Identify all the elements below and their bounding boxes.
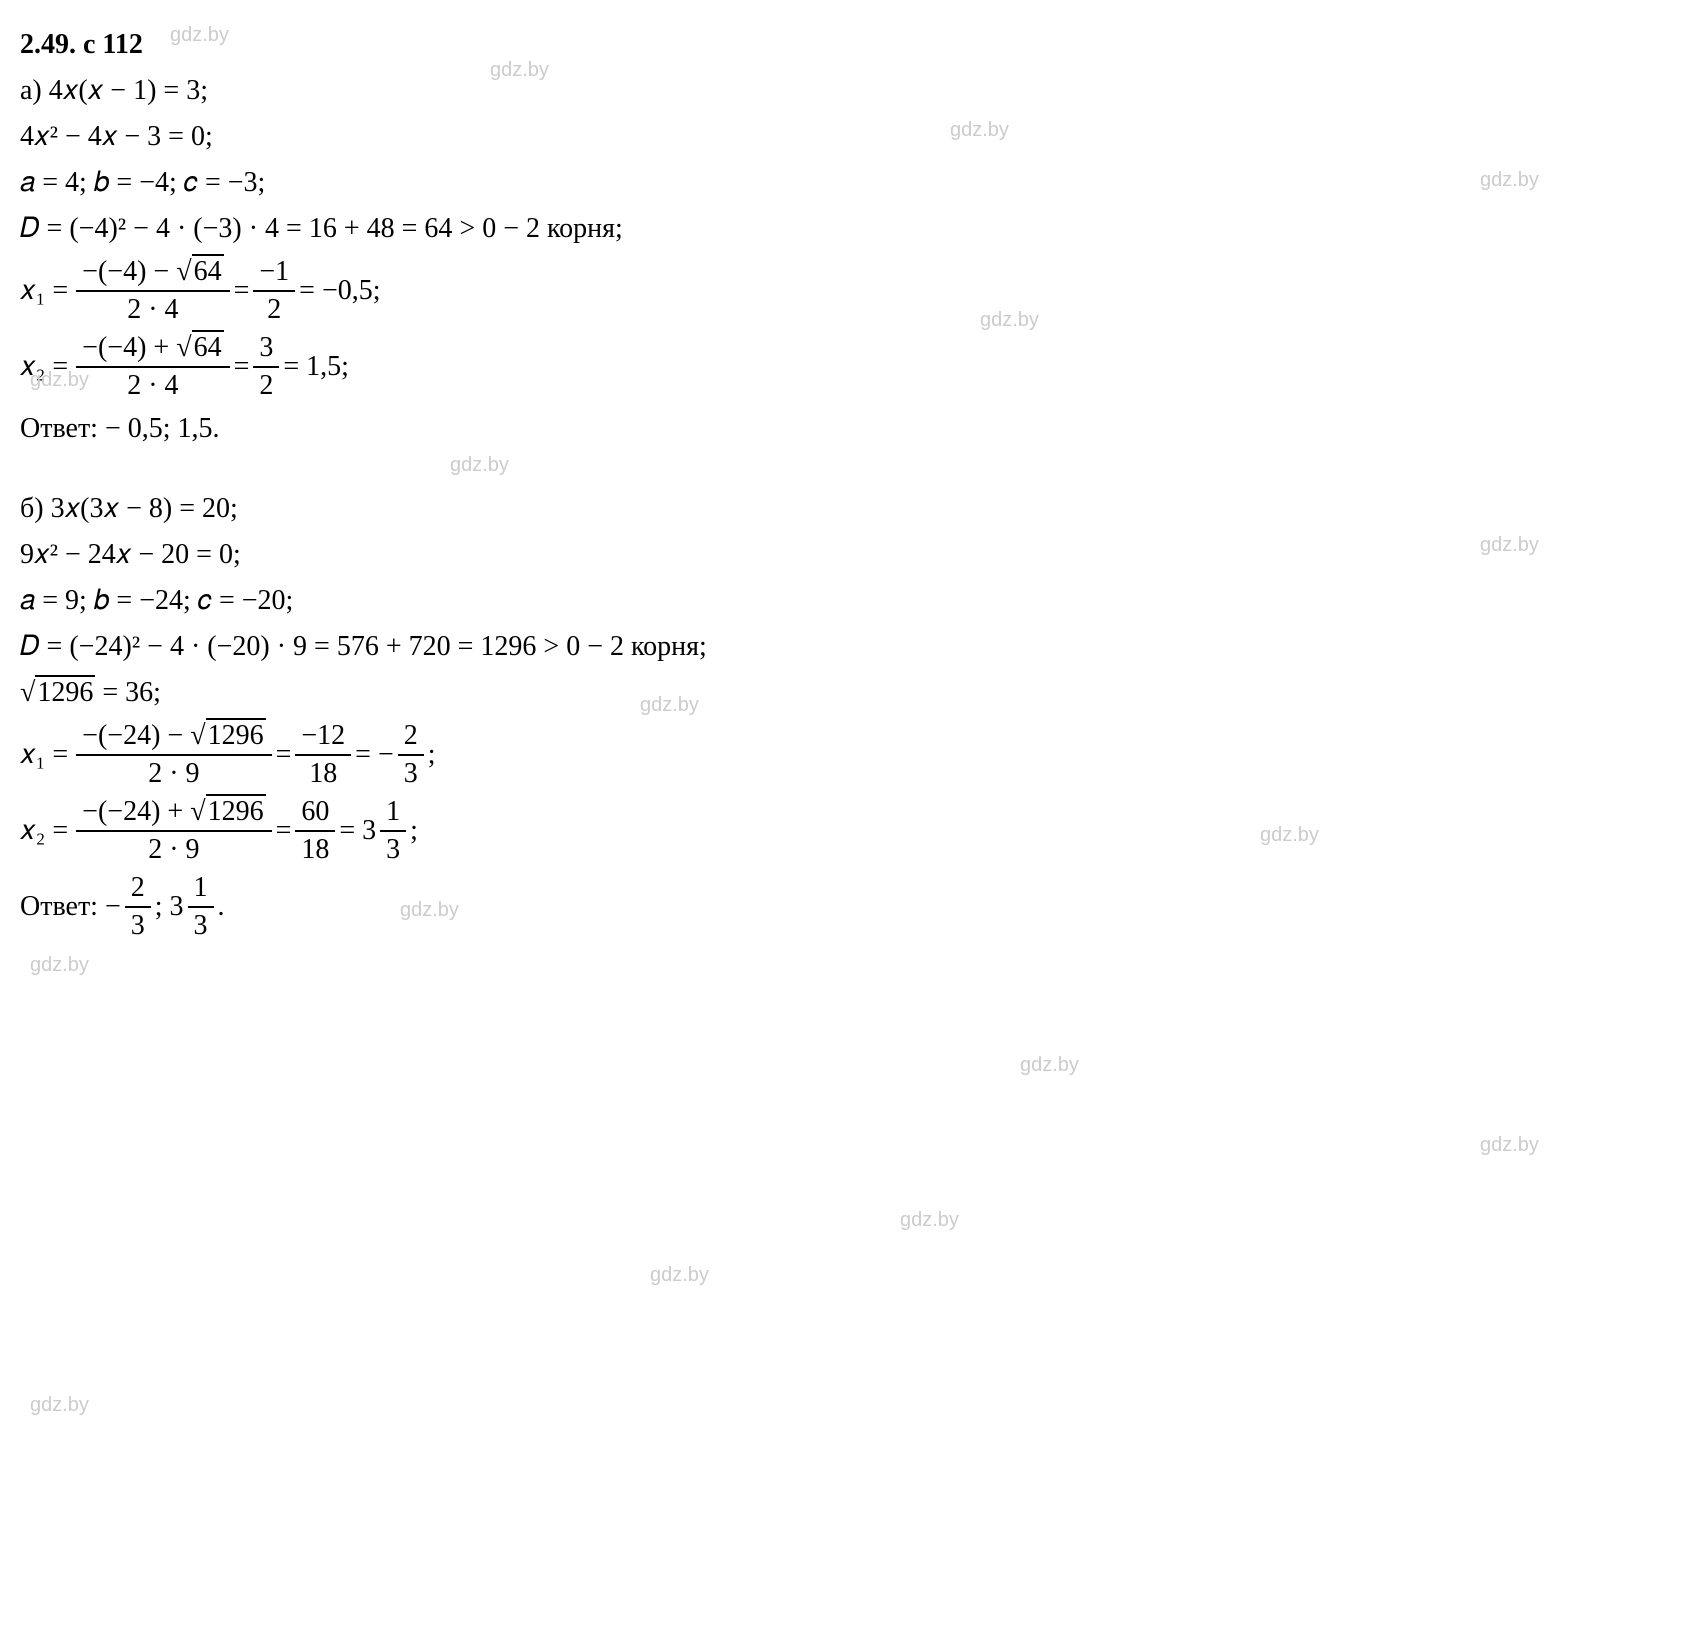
x1-label: 𝑥₁ = (20, 275, 68, 307)
part-b-sqrt-line: 1296 = 36; (20, 672, 1672, 714)
part-b-x2: 𝑥₂ = −(−24) + 1296 2 · 9 = 60 18 = 3 1 3… (20, 796, 1672, 866)
b-x2-frac3: 1 3 (380, 796, 406, 866)
math-document: gdz.bygdz.bygdz.bygdz.bygdz.bygdz.bygdz.… (20, 24, 1672, 942)
part-a-x2: 𝑥₂ = −(−4) + 64 2 · 4 = 3 2 = 1,5; (20, 332, 1672, 402)
x1-frac2: −1 2 (253, 256, 295, 326)
x2-frac2: 3 2 (253, 332, 279, 402)
watermark: gdz.by (980, 309, 1039, 332)
watermark: gdz.by (30, 369, 89, 392)
b-x1-label: 𝑥₁ = (20, 739, 68, 771)
x2-frac1: −(−4) + 64 2 · 4 (76, 332, 229, 402)
ans-frac2: 1 3 (188, 872, 214, 942)
part-b-eq1-text: 3𝑥(3𝑥 − 8) = 20; (51, 493, 238, 524)
watermark: gdz.by (30, 954, 89, 977)
watermark: gdz.by (1260, 824, 1319, 847)
watermark: gdz.by (400, 899, 459, 922)
part-b-answer: Ответ: − 2 3 ; 3 1 3 . (20, 872, 1672, 942)
part-b-eq1: б) 3𝑥(3𝑥 − 8) = 20; (20, 488, 1672, 530)
b-x2-frac2: 60 18 (295, 796, 335, 866)
x1-frac1: −(−4) − 64 2 · 4 (76, 256, 229, 326)
watermark: gdz.by (1480, 1134, 1539, 1157)
part-b-coeffs: 𝑎 = 9; 𝑏 = −24; 𝑐 = −20; (20, 580, 1672, 622)
part-a-answer: Ответ: − 0,5; 1,5. (20, 408, 1672, 450)
watermark: gdz.by (650, 1264, 709, 1287)
part-a-x1: 𝑥₁ = −(−4) − 64 2 · 4 = −1 2 = −0,5; (20, 256, 1672, 326)
part-a-eq1: а) 4𝑥(𝑥 − 1) = 3; (20, 70, 1672, 112)
watermark: gdz.by (900, 1209, 959, 1232)
part-b-x1: 𝑥₁ = −(−24) − 1296 2 · 9 = −12 18 = − 2 … (20, 720, 1672, 790)
problem-header: 2.49. с 112 (20, 24, 1672, 66)
b-x1-frac2: −12 18 (295, 720, 351, 790)
b-x2-label: 𝑥₂ = (20, 815, 68, 847)
watermark: gdz.by (1020, 1054, 1079, 1077)
part-a-eq2: 4𝑥² − 4𝑥 − 3 = 0; (20, 116, 1672, 158)
part-b-eq2: 9𝑥² − 24𝑥 − 20 = 0; (20, 534, 1672, 576)
ans-frac1: 2 3 (125, 872, 151, 942)
part-b-letter: б) (20, 493, 44, 524)
part-a-letter: а) (20, 75, 42, 106)
part-b-discriminant: 𝐷 = (−24)² − 4 · (−20) · 9 = 576 + 720 =… (20, 626, 1672, 668)
b-x2-frac1: −(−24) + 1296 2 · 9 (76, 796, 271, 866)
part-a-coeffs: 𝑎 = 4; 𝑏 = −4; 𝑐 = −3; (20, 162, 1672, 204)
part-a-discriminant: 𝐷 = (−4)² − 4 · (−3) · 4 = 16 + 48 = 64 … (20, 208, 1672, 250)
watermark: gdz.by (450, 454, 509, 477)
b-x1-frac3: 2 3 (398, 720, 424, 790)
watermark: gdz.by (30, 1394, 89, 1417)
b-x1-frac1: −(−24) − 1296 2 · 9 (76, 720, 271, 790)
part-a-eq1-text: 4𝑥(𝑥 − 1) = 3; (49, 75, 208, 106)
